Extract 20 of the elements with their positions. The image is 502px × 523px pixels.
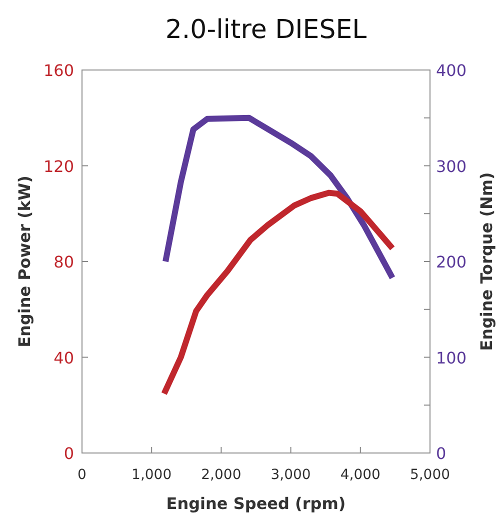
- y-tick-label: 120: [43, 156, 74, 176]
- x-axis-title: Engine Speed (rpm): [166, 494, 346, 513]
- x-tick-label: 3,000: [270, 467, 311, 483]
- y2-tick-label: 100: [436, 348, 467, 368]
- y2-tick-label: 400: [436, 61, 467, 80]
- x-tick-label: 4,000: [340, 467, 380, 483]
- y2-tick-label: 200: [436, 252, 467, 272]
- y-tick-label: 160: [43, 61, 74, 80]
- x-tick-label: 1,000: [132, 467, 172, 483]
- y-tick-label: 0: [64, 444, 74, 463]
- x-tick-label: 2,000: [201, 467, 242, 483]
- x-tick-label: 0: [78, 467, 86, 483]
- y2-axis-title: Engine Torque (Nm): [477, 172, 496, 351]
- x-tick-label: 5,000: [410, 467, 450, 483]
- y-axis-title: Engine Power (kW): [15, 176, 34, 348]
- y2-tick-label: 300: [436, 156, 467, 176]
- y2-tick-label: 0: [436, 444, 446, 463]
- y-tick-label: 40: [54, 348, 74, 368]
- chart-title: 2.0-litre DIESEL: [165, 15, 368, 45]
- y-tick-label: 80: [54, 252, 74, 272]
